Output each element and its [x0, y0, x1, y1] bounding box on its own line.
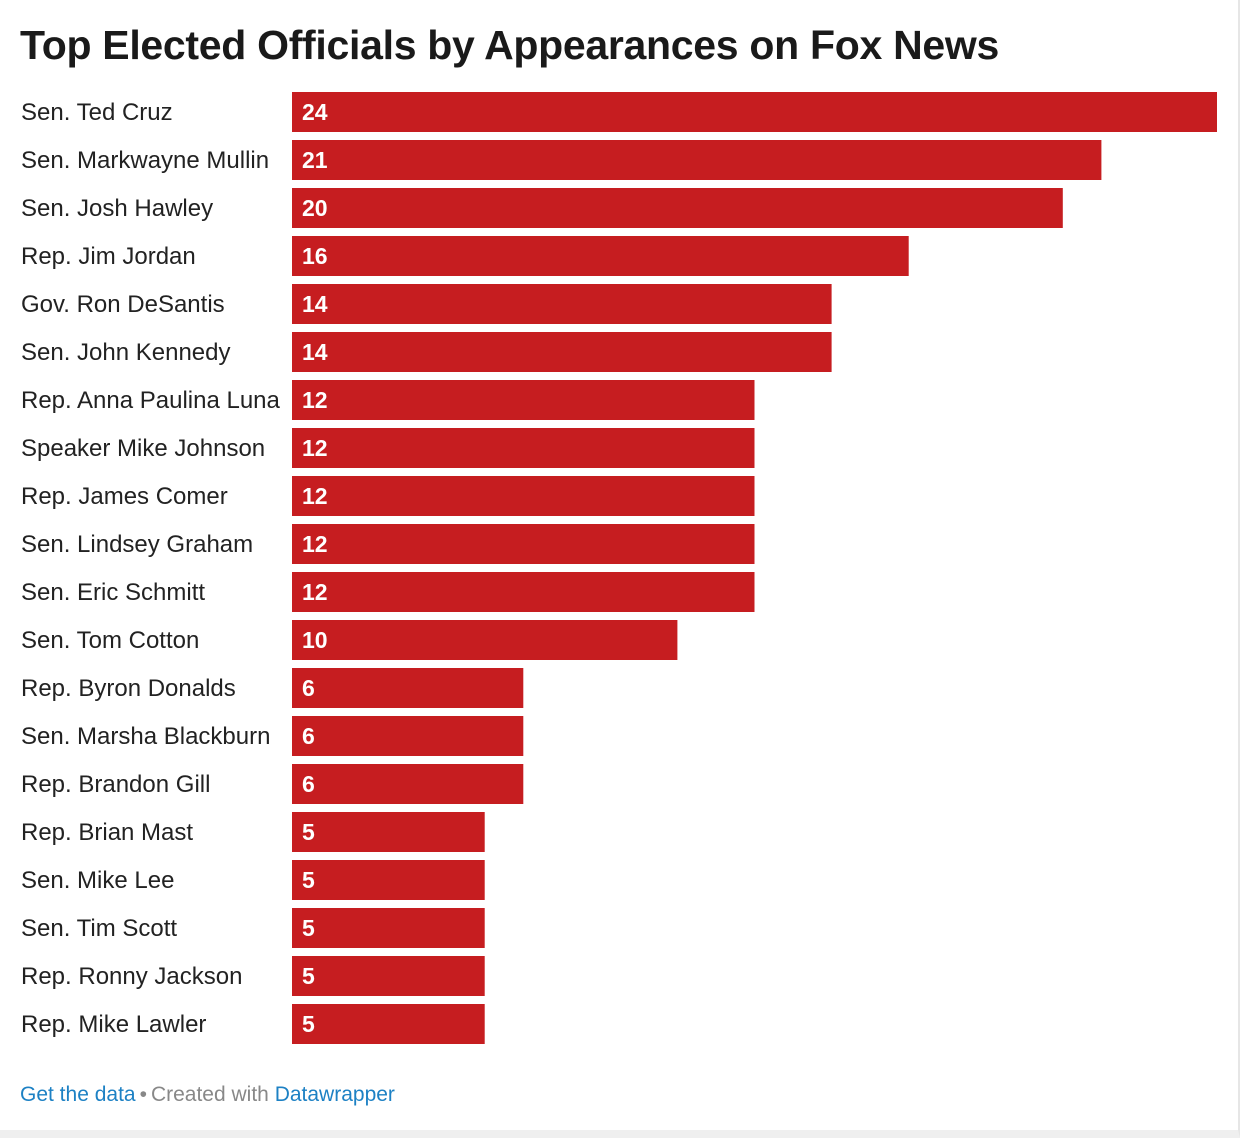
bar: [292, 620, 678, 660]
category-label: Sen. Ted Cruz: [21, 99, 173, 126]
bar: [292, 860, 485, 900]
category-label: Sen. Eric Schmitt: [21, 579, 205, 606]
bar: [292, 380, 755, 420]
bar-value-label: 20: [302, 195, 328, 221]
bar-value-label: 6: [302, 723, 315, 749]
bar-row: Sen. Markwayne Mullin 21: [21, 140, 1102, 180]
category-label: Rep. Brandon Gill: [21, 771, 210, 798]
bar-value-label: 12: [302, 579, 328, 605]
bar-value-label: 16: [302, 243, 328, 269]
category-label: Rep. Byron Donalds: [21, 675, 236, 702]
bar: [292, 140, 1102, 180]
bar: [292, 812, 485, 852]
bar-value-label: 10: [302, 627, 328, 653]
category-label: Speaker Mike Johnson: [21, 435, 265, 462]
created-with-text: Created with: [150, 1083, 269, 1106]
bar-value-label: 5: [302, 867, 315, 893]
category-label: Sen. Lindsey Graham: [21, 531, 253, 558]
bar-row: Rep. Jim Jordan 16: [21, 236, 909, 276]
bar-value-label: 24: [302, 99, 328, 125]
bar: [292, 284, 832, 324]
bar: [292, 668, 524, 708]
bar: [292, 908, 485, 948]
chart-footer: Get the data • Created with Datawrapper: [20, 1083, 395, 1107]
footer-separator: •: [139, 1083, 147, 1106]
bar-row: Rep. Byron Donalds 6: [21, 668, 524, 708]
category-label: Sen. Tim Scott: [21, 915, 177, 942]
bar-row: Gov. Ron DeSantis 14: [21, 284, 832, 324]
bar-row: Sen. Josh Hawley 20: [21, 188, 1063, 228]
bar-value-label: 12: [302, 483, 328, 509]
bar-value-label: 5: [302, 819, 315, 845]
bar-row: Sen. Tim Scott 5: [21, 908, 485, 948]
bar-value-label: 6: [302, 771, 315, 797]
category-label: Sen. John Kennedy: [21, 339, 231, 366]
category-label: Rep. Brian Mast: [21, 819, 193, 846]
bar-value-label: 12: [302, 387, 328, 413]
bar-value-label: 6: [302, 675, 315, 701]
category-label: Rep. Mike Lawler: [21, 1011, 206, 1038]
bar-value-label: 5: [302, 963, 315, 989]
bar-value-label: 5: [302, 1011, 315, 1037]
bar-row: Sen. Tom Cotton 10: [21, 620, 678, 660]
get-data-link[interactable]: Get the data: [20, 1083, 136, 1106]
bar-value-label: 12: [302, 531, 328, 557]
bar: [292, 92, 1217, 132]
bar: [292, 332, 832, 372]
bar: [292, 476, 755, 516]
bar-value-label: 21: [302, 147, 328, 173]
category-label: Sen. Tom Cotton: [21, 627, 199, 654]
bar-row: Sen. Lindsey Graham 12: [21, 524, 755, 564]
category-label: Sen. Josh Hawley: [21, 195, 213, 222]
bar-row: Sen. Marsha Blackburn 6: [21, 716, 524, 756]
category-label: Rep. Anna Paulina Luna: [21, 387, 281, 414]
bar-row: Rep. James Comer 12: [21, 476, 755, 516]
bar-row: Sen. Mike Lee 5: [21, 860, 485, 900]
bar-row: Rep. Ronny Jackson 5: [21, 956, 485, 996]
bar-value-label: 12: [302, 435, 328, 461]
bar-row: Rep. Mike Lawler 5: [21, 1004, 485, 1044]
bar: [292, 956, 485, 996]
bar: [292, 524, 755, 564]
bar-row: Rep. Brian Mast 5: [21, 812, 485, 852]
chart-title: Top Elected Officials by Appearances on …: [20, 22, 999, 68]
bar: [292, 572, 755, 612]
bar-row: Speaker Mike Johnson 12: [21, 428, 755, 468]
bar: [292, 1004, 485, 1044]
bar-row: Sen. Eric Schmitt 12: [21, 572, 755, 612]
category-label: Rep. James Comer: [21, 483, 228, 510]
bar: [292, 236, 909, 276]
bar-row: Sen. John Kennedy 14: [21, 332, 832, 372]
category-label: Sen. Markwayne Mullin: [21, 147, 269, 174]
category-label: Sen. Mike Lee: [21, 867, 174, 894]
bar: [292, 428, 755, 468]
bar-row: Sen. Ted Cruz 24: [21, 92, 1217, 132]
datawrapper-link[interactable]: Datawrapper: [274, 1083, 395, 1106]
bar-value-label: 14: [302, 291, 328, 317]
bar-value-label: 5: [302, 915, 315, 941]
bar: [292, 716, 524, 756]
category-label: Rep. Jim Jordan: [21, 243, 196, 270]
category-label: Sen. Marsha Blackburn: [21, 723, 270, 750]
bar-row: Rep. Brandon Gill 6: [21, 764, 524, 804]
category-label: Gov. Ron DeSantis: [21, 291, 225, 318]
bar: [292, 764, 524, 804]
bar-row: Rep. Anna Paulina Luna 12: [21, 380, 755, 420]
bar: [292, 188, 1063, 228]
bar-value-label: 14: [302, 339, 328, 365]
category-label: Rep. Ronny Jackson: [21, 963, 242, 990]
